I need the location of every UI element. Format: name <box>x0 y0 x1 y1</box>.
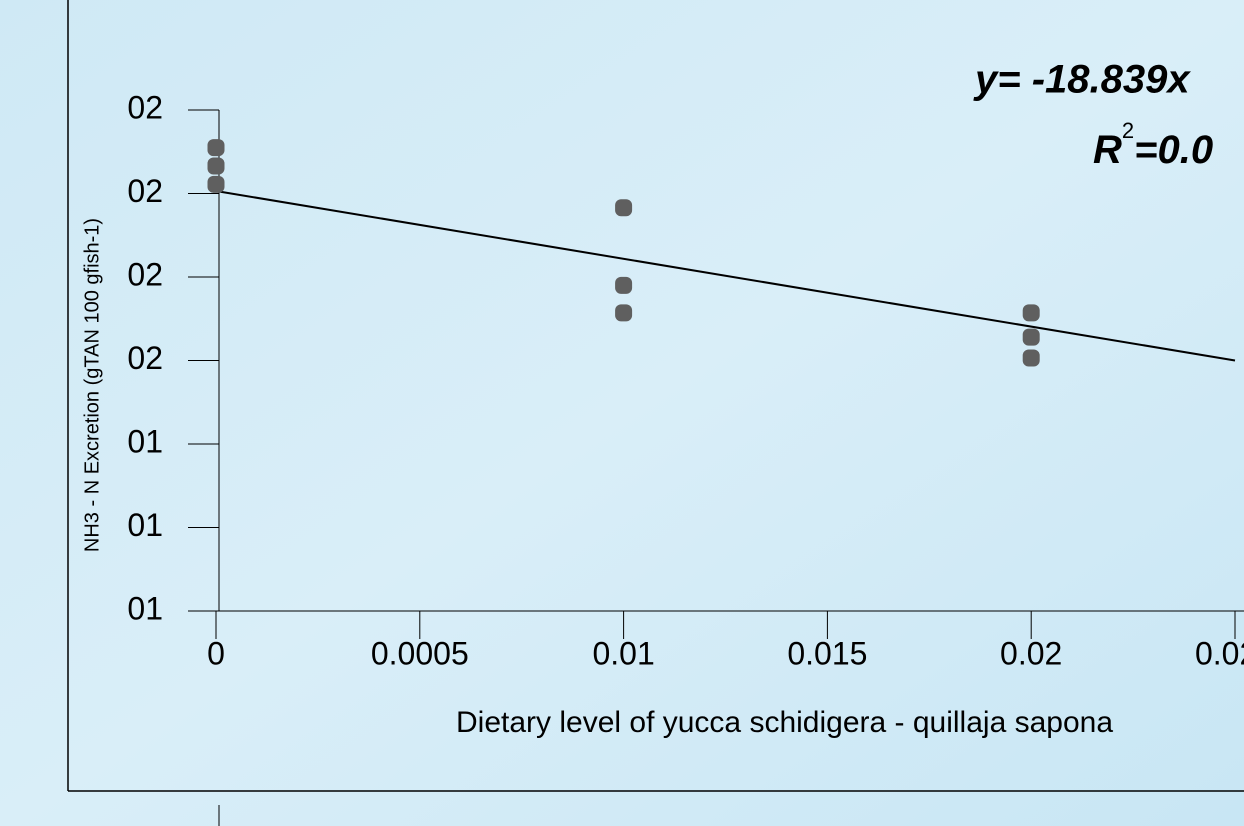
y-tick-label: 02 <box>127 340 163 376</box>
point <box>1022 349 1040 367</box>
x-tick-label: 0.01 <box>592 635 654 671</box>
y-tick-label: 01 <box>127 423 163 459</box>
x-tick-label: 0 <box>207 635 225 671</box>
x-axis-label: Dietary level of yucca schidigera - quil… <box>456 706 1113 739</box>
point <box>615 276 633 294</box>
point <box>615 199 633 217</box>
point <box>207 175 225 193</box>
x-tick-label: 0.0005 <box>371 635 469 671</box>
x-tick-label: 0.02 <box>1000 635 1062 671</box>
y-tick-label: 02 <box>127 89 163 125</box>
y-tick-label: 01 <box>127 590 163 626</box>
trendline <box>215 190 1236 362</box>
r2-base: R <box>1093 128 1122 172</box>
r2-rest: =0.0 <box>1134 128 1213 172</box>
point <box>615 304 633 322</box>
equation: y= -18.839x <box>973 58 1191 102</box>
y-tick-label: 02 <box>127 173 163 209</box>
y-axis-label: NH3 - N Excretion (gTAN 100 gfish-1) <box>81 218 103 552</box>
x-tick-label: 0.025 <box>1195 635 1244 671</box>
y-tick-label: 02 <box>127 256 163 292</box>
point <box>207 157 225 175</box>
point <box>207 139 225 157</box>
x-tick-label: 0.015 <box>787 635 867 671</box>
r2-exp: 2 <box>1122 118 1134 143</box>
point <box>1022 304 1040 322</box>
r2: R2=0.0 <box>1093 118 1213 172</box>
point <box>1022 328 1040 346</box>
y-tick-label: 01 <box>127 507 163 543</box>
